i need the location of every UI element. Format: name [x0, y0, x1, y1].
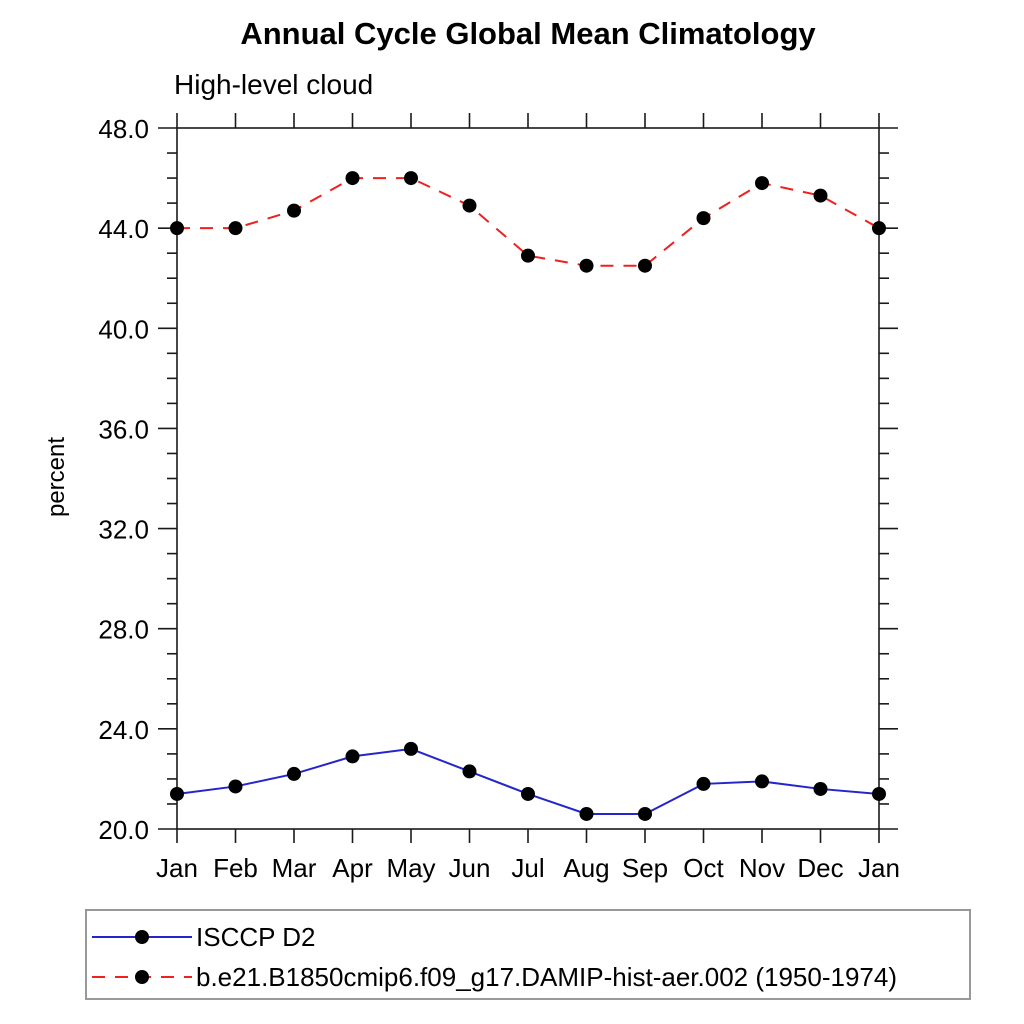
legend-box: ISCCP D2 b.e21.B1850cmip6.f09_g17.DAMIP-… [85, 909, 971, 1000]
x-tick-label: Mar [272, 853, 317, 883]
y-tick-label: 44.0 [98, 214, 149, 244]
chart-title: Annual Cycle Global Mean Climatology [240, 16, 816, 51]
data-point-series-1 [813, 188, 828, 203]
x-tick-label: Jun [449, 853, 491, 883]
data-point-series-1 [696, 211, 711, 226]
x-tick-label: Feb [213, 853, 258, 883]
data-point-series-1 [345, 171, 360, 186]
y-tick-label: 48.0 [98, 114, 149, 144]
chart-subtitle: High-level cloud [174, 69, 374, 100]
y-tick-label: 28.0 [98, 615, 149, 645]
legend-line-sample-dashed [92, 970, 192, 984]
data-point-series-0 [579, 806, 594, 821]
legend-label-isccp-d2: ISCCP D2 [196, 921, 316, 952]
y-tick-label: 20.0 [98, 815, 149, 845]
data-point-series-0 [404, 741, 418, 756]
y-tick-label: 36.0 [98, 414, 149, 444]
data-point-series-0 [638, 806, 652, 821]
x-tick-label: Oct [683, 853, 724, 883]
data-point-series-1 [521, 248, 535, 263]
data-point-series-1 [228, 221, 243, 236]
x-tick-label: Apr [332, 853, 373, 883]
y-tick-label: 40.0 [98, 314, 149, 344]
x-tick-label: May [386, 853, 435, 883]
legend-label-model: b.e21.B1850cmip6.f09_g17.DAMIP-hist-aer.… [196, 961, 897, 992]
x-tick-label: Jan [156, 853, 198, 883]
data-point-series-0 [813, 781, 828, 796]
x-tick-label: Sep [622, 853, 668, 883]
plot-frame [176, 127, 880, 830]
data-point-series-0 [345, 749, 360, 764]
x-tick-label: Aug [563, 853, 609, 883]
data-point-series-1 [404, 171, 418, 186]
data-point-series-1 [462, 198, 477, 213]
data-point-series-0 [755, 774, 769, 789]
legend-item-isccp-d2: ISCCP D2 [87, 917, 969, 957]
data-point-series-0 [228, 779, 243, 794]
data-point-series-1 [638, 258, 652, 273]
data-point-series-1 [287, 203, 301, 218]
data-point-series-0 [287, 766, 301, 781]
x-tick-label: Jul [511, 853, 544, 883]
data-point-series-1 [872, 221, 886, 236]
data-point-series-0 [521, 786, 535, 801]
data-point-series-0 [872, 786, 886, 801]
y-tick-label: 24.0 [98, 715, 149, 745]
series-line-0 [176, 747, 880, 815]
x-tick-label: Jan [858, 853, 900, 883]
data-point-series-1 [755, 176, 769, 191]
y-tick-label: 32.0 [98, 515, 149, 545]
data-point-series-0 [696, 776, 711, 791]
x-tick-label: Nov [739, 853, 785, 883]
data-point-series-0 [462, 764, 477, 779]
data-point-series-1 [170, 221, 184, 236]
x-tick-label: Dec [797, 853, 843, 883]
legend-item-model: b.e21.B1850cmip6.f09_g17.DAMIP-hist-aer.… [87, 957, 969, 997]
data-point-series-0 [170, 786, 184, 801]
data-point-series-1 [579, 258, 594, 273]
legend-line-sample-solid [92, 930, 192, 944]
